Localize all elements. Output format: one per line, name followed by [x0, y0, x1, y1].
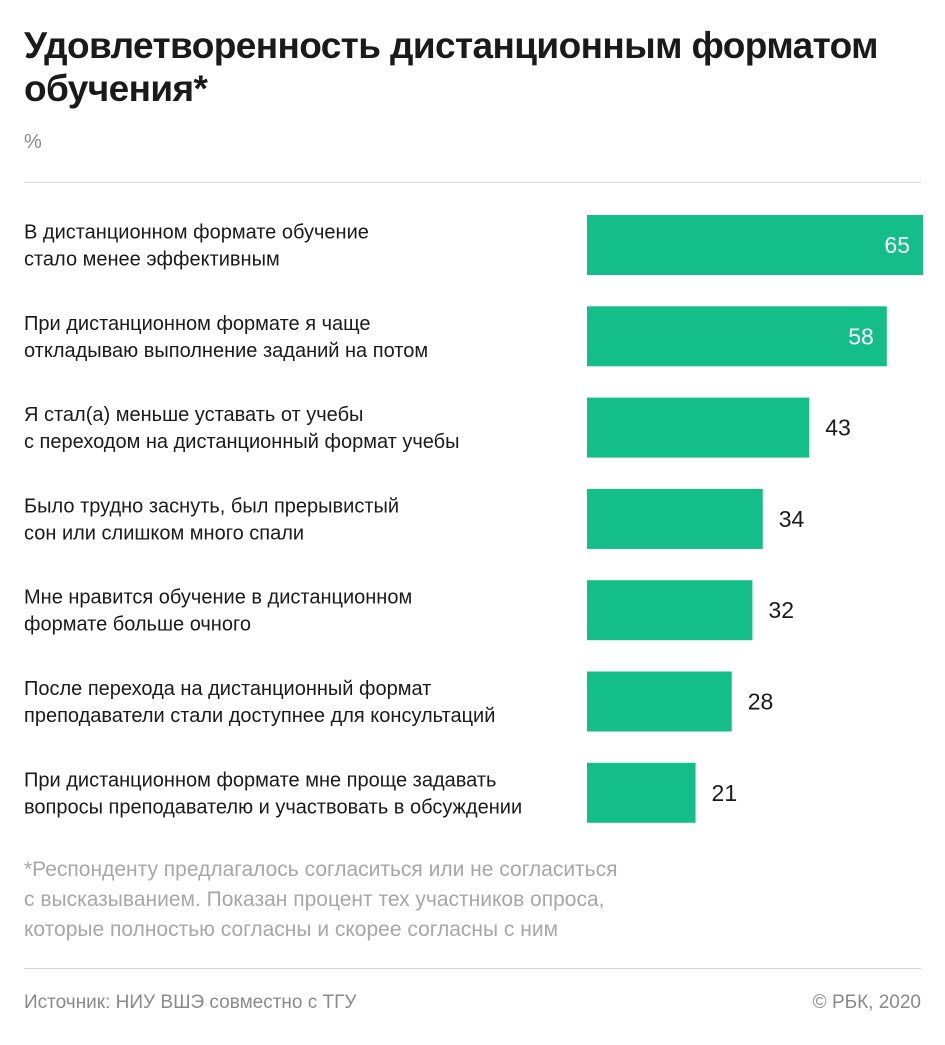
category-label: После перехода на дистанционный формат пр…: [24, 678, 495, 727]
value-label: 65: [884, 232, 910, 258]
footnote: *Респонденту предлагалось согласиться ил…: [24, 858, 618, 941]
value-label: 32: [768, 597, 794, 623]
category-label: При дистанционном формате я чаще откладыв…: [24, 313, 428, 362]
value-label: 28: [748, 689, 774, 715]
copyright-note: © РБК, 2020: [812, 992, 921, 1013]
unit-label: %: [24, 131, 42, 153]
bottom-divider: [24, 968, 921, 969]
category-label: В дистанционном формате обучение стало ме…: [24, 222, 369, 271]
value-label: 34: [779, 506, 805, 532]
category-label: Я стал(а) меньше уставать от учебы с пере…: [24, 404, 460, 453]
top-divider: [24, 182, 921, 183]
source-note: Источник: НИУ ВШЭ совместно с ТГУ: [24, 992, 357, 1013]
bar: [587, 397, 810, 458]
value-label: 21: [712, 780, 738, 806]
category-label: При дистанционном формате мне проще зада…: [24, 769, 522, 818]
bar: [587, 488, 763, 549]
value-label: 58: [848, 323, 874, 349]
bar: [587, 306, 887, 367]
chart-title: Удовлетворенность дистанционным форматом…: [24, 25, 879, 109]
bar: [587, 215, 923, 275]
value-label: 43: [825, 415, 851, 441]
bar: [587, 671, 732, 732]
bar: [587, 580, 753, 641]
category-label: Было трудно заснуть, был прерывистый сон …: [24, 495, 399, 544]
bar: [587, 762, 696, 823]
category-label: Мне нравится обучение в дистанционном фор…: [24, 587, 412, 636]
